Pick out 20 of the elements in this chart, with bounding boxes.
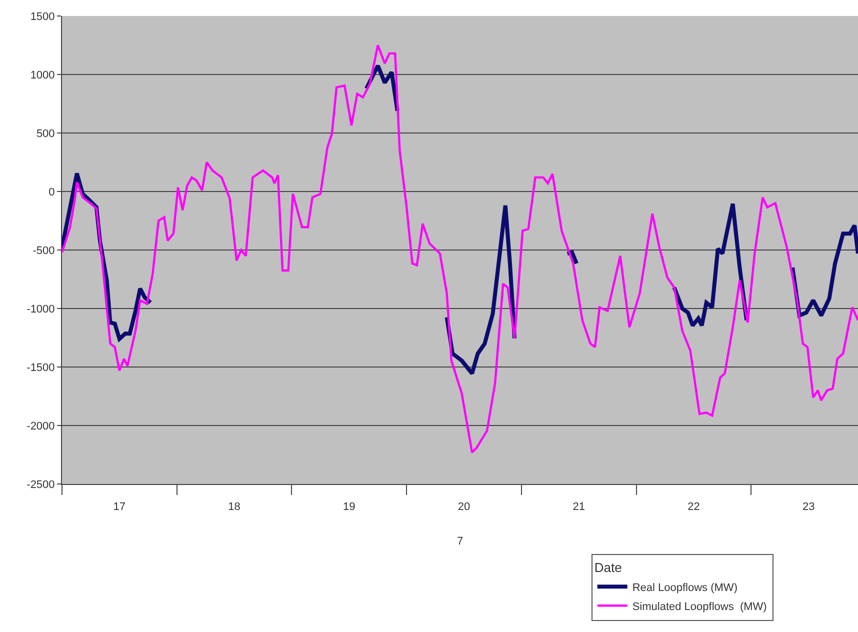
- x-tick-label: 17: [113, 501, 126, 513]
- legend-label: Real Loopflows (MW): [632, 582, 738, 594]
- y-tick-label: -500: [32, 244, 55, 257]
- x-tick-label: 18: [228, 501, 240, 513]
- y-tick-label: 0: [48, 186, 55, 198]
- legend-label: Simulated Loopflows (MW): [632, 600, 767, 613]
- x-axis-title: 7: [456, 535, 464, 548]
- x-tick-label: 20: [458, 501, 470, 513]
- x-tick-label: 22: [688, 501, 700, 513]
- y-tick-label: 1500: [30, 10, 55, 23]
- legend-title: Date: [594, 560, 622, 576]
- x-tick-label: 23: [802, 501, 815, 513]
- x-tick-label: 21: [572, 501, 586, 513]
- y-tick-label: -1000: [26, 303, 55, 316]
- y-tick-label: -1500: [26, 362, 55, 374]
- y-tick-label: -2000: [26, 420, 55, 432]
- y-tick-label: -2500: [26, 478, 55, 491]
- y-tick-label: 500: [36, 128, 55, 140]
- y-tick-label: 1000: [30, 69, 55, 82]
- x-tick-label: 19: [343, 501, 356, 513]
